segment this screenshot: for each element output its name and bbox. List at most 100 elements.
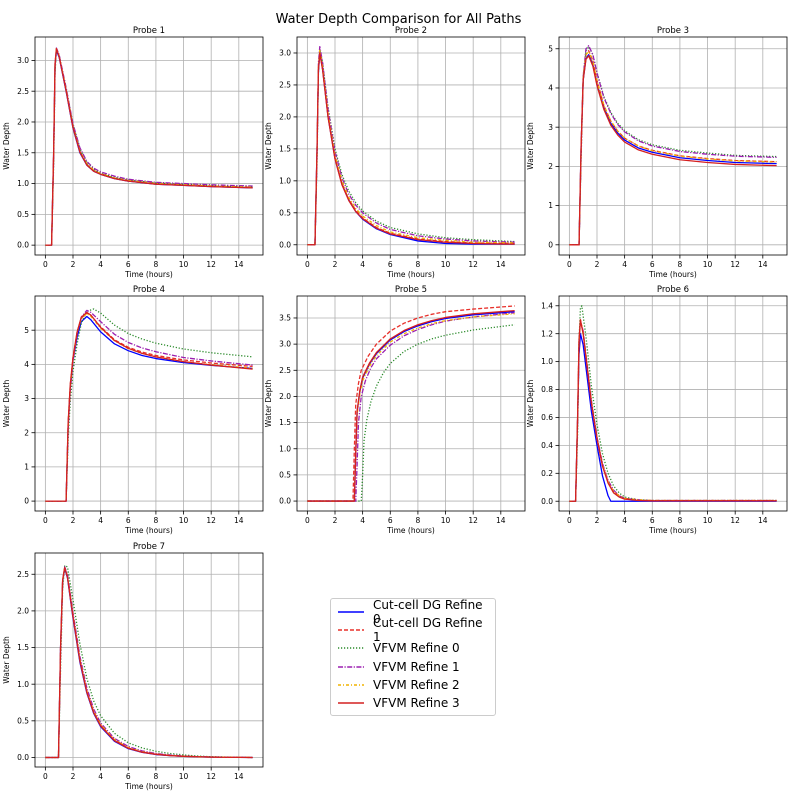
y-axis-label: Water Depth <box>264 122 273 170</box>
x-tick-label: 0 <box>43 772 48 781</box>
series-line-cut-cell-dg-refine-1 <box>307 51 515 246</box>
legend-label: VFVM Refine 1 <box>373 659 460 674</box>
series-line-vfvm-refine-3 <box>45 311 253 502</box>
x-tick-label: 6 <box>650 516 655 525</box>
x-tick-label: 6 <box>126 772 131 781</box>
y-tick-label: 1.5 <box>17 148 29 157</box>
series-line-vfvm-refine-0 <box>307 49 515 246</box>
legend-swatch <box>338 702 364 704</box>
panel-title: Probe 5 <box>395 285 427 295</box>
x-tick-label: 12 <box>206 516 216 525</box>
x-tick-label: 8 <box>416 260 421 269</box>
x-tick-label: 8 <box>678 260 683 269</box>
y-tick-label: 2.0 <box>279 392 291 401</box>
x-tick-label: 12 <box>206 260 216 269</box>
series-line-vfvm-refine-0 <box>45 48 253 246</box>
series-line-cut-cell-dg-refine-0 <box>45 49 253 246</box>
x-axis-label: Time (hours) <box>124 526 173 535</box>
y-axis-label: Water Depth <box>526 380 535 428</box>
y-tick-label: 3 <box>24 394 29 403</box>
legend-swatch <box>338 684 364 686</box>
y-tick-label: 5 <box>24 326 29 335</box>
x-tick-label: 4 <box>98 772 103 781</box>
legend-swatch <box>338 665 364 668</box>
y-tick-label: 1 <box>24 463 29 472</box>
series-line-vfvm-refine-3 <box>307 52 515 246</box>
y-tick-label: 0.8 <box>541 385 553 394</box>
y-tick-label: 0 <box>548 240 553 249</box>
series-line-cut-cell-dg-refine-1 <box>569 50 777 246</box>
y-tick-label: 5 <box>548 44 553 53</box>
y-tick-label: 0.5 <box>279 471 291 480</box>
x-tick-label: 8 <box>416 516 421 525</box>
x-tick-label: 2 <box>595 516 600 525</box>
legend-entry: VFVM Refine 1 <box>337 658 489 676</box>
x-tick-label: 10 <box>179 772 189 781</box>
legend-entry: VFVM Refine 0 <box>337 639 489 657</box>
axes-frame <box>558 295 788 512</box>
series-line-vfvm-refine-1 <box>569 44 777 246</box>
x-tick-label: 6 <box>388 516 393 525</box>
series-line-vfvm-refine-1 <box>307 312 515 502</box>
y-axis-label: Water Depth <box>2 122 11 170</box>
panel-title: Probe 2 <box>395 26 427 36</box>
y-tick-label: 2.0 <box>17 118 29 127</box>
y-tick-label: 0.5 <box>17 210 29 219</box>
x-tick-label: 8 <box>154 772 159 781</box>
panel-title: Probe 1 <box>133 26 165 36</box>
series-line-vfvm-refine-2 <box>569 319 777 502</box>
series-line-vfvm-refine-3 <box>307 310 515 502</box>
legend-label: VFVM Refine 2 <box>373 677 460 692</box>
panel-title: Probe 4 <box>133 285 165 295</box>
axes-frame <box>296 295 526 512</box>
legend-entry: VFVM Refine 3 <box>337 694 489 712</box>
y-tick-label: 2.5 <box>279 366 291 375</box>
series-line-cut-cell-dg-refine-1 <box>45 47 253 246</box>
probe-5-panel: 0 2 4 6 8 10 12 14 0.0 0.5 1.0 1.5 2.0 2.5 3.0 3.5 Probe… <box>264 285 526 535</box>
x-tick-label: 0 <box>305 516 310 525</box>
series-line-vfvm-refine-2 <box>569 50 777 246</box>
panel-title: Probe 6 <box>657 285 689 295</box>
series-line-vfvm-refine-2 <box>45 567 253 759</box>
x-tick-label: 0 <box>567 260 572 269</box>
series-line-vfvm-refine-0 <box>45 308 253 502</box>
x-tick-label: 4 <box>360 516 365 525</box>
series-line-vfvm-refine-3 <box>569 55 777 246</box>
x-tick-label: 12 <box>206 772 216 781</box>
legend: Cut-cell DG Refine 0 Cut-cell DG Refine 1… <box>330 598 496 716</box>
y-tick-label: 2.0 <box>279 113 291 122</box>
probe-6-panel: 0 2 4 6 8 10 12 14 0.0 0.2 0.4 0.6 0.8 1.0 1.2 1.4 Probe… <box>526 285 788 535</box>
series-line-vfvm-refine-0 <box>569 46 777 246</box>
y-tick-label: 1.5 <box>279 418 291 427</box>
x-tick-label: 14 <box>496 516 506 525</box>
y-tick-label: 0.0 <box>17 241 29 250</box>
x-axis-label: Time (hours) <box>386 526 435 535</box>
y-tick-label: 4 <box>548 84 553 93</box>
panel-title: Probe 3 <box>657 26 689 36</box>
axes-frame <box>34 295 264 512</box>
x-tick-label: 2 <box>595 260 600 269</box>
x-tick-label: 10 <box>441 516 451 525</box>
x-tick-label: 0 <box>567 516 572 525</box>
x-tick-label: 10 <box>441 260 451 269</box>
y-tick-label: 0.0 <box>541 497 553 506</box>
y-tick-label: 1.4 <box>541 301 553 310</box>
series-line-cut-cell-dg-refine-1 <box>307 305 515 502</box>
y-tick-label: 0.0 <box>17 753 29 762</box>
series-line-cut-cell-dg-refine-0 <box>45 567 253 759</box>
series-line-vfvm-refine-2 <box>45 48 253 246</box>
y-tick-label: 0.4 <box>541 441 553 450</box>
probe-2-panel: 0 2 4 6 8 10 12 14 0.0 0.5 1.0 1.5 2.0 2.5 3.0 Probe 2 T… <box>264 26 526 279</box>
legend-label: Cut-cell DG Refine 1 <box>373 616 483 645</box>
legend-entry: VFVM Refine 2 <box>337 676 489 694</box>
legend-swatch <box>338 611 364 613</box>
x-tick-label: 4 <box>622 516 627 525</box>
x-axis-label: Time (hours) <box>648 270 697 279</box>
x-tick-label: 8 <box>678 516 683 525</box>
series-line-cut-cell-dg-refine-1 <box>569 319 777 502</box>
legend-label: VFVM Refine 0 <box>373 641 460 656</box>
series-line-cut-cell-dg-refine-1 <box>45 566 253 759</box>
series-line-vfvm-refine-1 <box>569 320 777 502</box>
y-axis-label: Water Depth <box>526 122 535 170</box>
